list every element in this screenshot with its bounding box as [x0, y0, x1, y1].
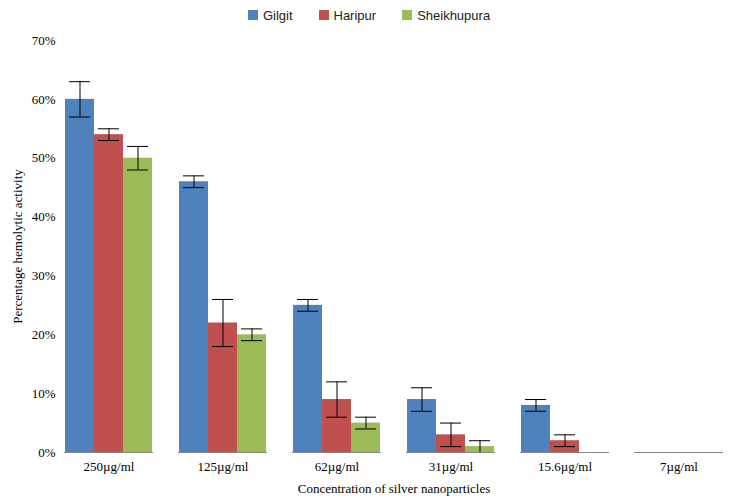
svg-text:31µg/ml: 31µg/ml: [429, 459, 474, 474]
svg-text:60%: 60%: [32, 92, 56, 107]
svg-text:250µg/ml: 250µg/ml: [84, 459, 135, 474]
html-text:Haripur: Haripur: [333, 7, 377, 23]
svg-text:50%: 50%: [32, 150, 56, 165]
svg-text:30%: 30%: [32, 268, 56, 283]
svg-text:Percentage hemolytic activity: Percentage hemolytic activity: [10, 169, 25, 324]
html-text:Gilgit: Gilgit: [262, 7, 293, 23]
svg-text:20%: 20%: [32, 327, 56, 342]
svg-text:40%: 40%: [32, 209, 56, 224]
svg-text:0%: 0%: [38, 445, 56, 460]
html-text:Sheikhupura: Sheikhupura: [417, 7, 491, 23]
svg-text:70%: 70%: [32, 33, 56, 48]
svg-text:62µg/ml: 62µg/ml: [315, 459, 360, 474]
svg-text:10%: 10%: [32, 386, 56, 401]
svg-text:15.6µg/ml: 15.6µg/ml: [538, 459, 592, 474]
svg-text:Concentration of silver nanopa: Concentration of silver nanoparticles: [298, 481, 490, 496]
svg-text:125µg/ml: 125µg/ml: [198, 459, 249, 474]
svg-text:7µg/ml: 7µg/ml: [660, 459, 698, 474]
